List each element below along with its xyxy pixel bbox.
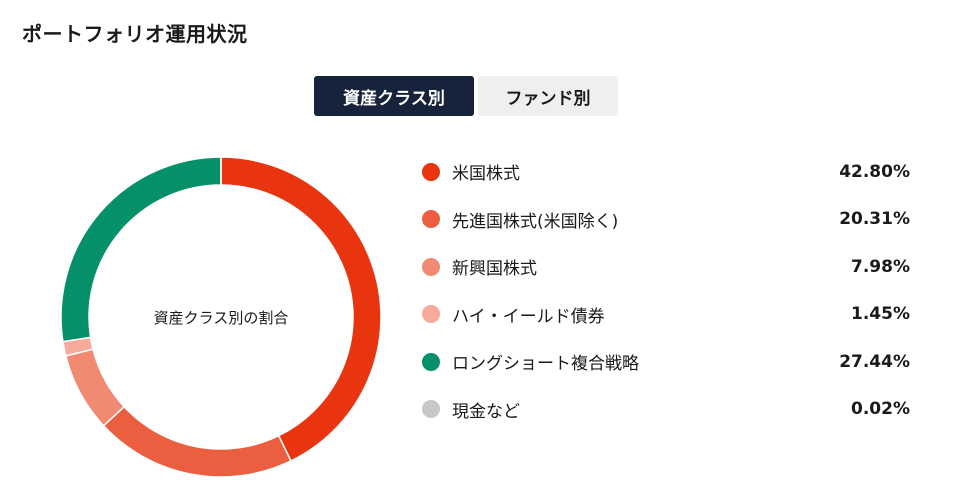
legend-label: 米国株式 [452,164,520,185]
donut-slice [64,348,126,427]
legend-label: 現金など [452,401,520,422]
legend-item: 新興国株式 7.98% [422,243,910,291]
legend-label: ハイ・イールド債券 [452,306,605,327]
legend-label: 先進国株式(米国除く) [452,211,619,232]
donut-slice [220,156,382,462]
legend-swatch [422,162,440,181]
legend-item: ロングショート複合戦略 27.44% [422,338,910,386]
donut-slice [102,405,292,478]
legend-item: 米国株式 42.80% [422,148,910,196]
legend-swatch [422,257,440,276]
legend-item: ハイ・イールド債券 1.45% [422,291,910,339]
legend-swatch [422,305,440,324]
legend-label: ロングショート複合戦略 [452,354,639,375]
legend-item: 現金など 0.02% [422,386,910,434]
legend-value: 42.80% [839,161,910,182]
legend-label: 新興国株式 [452,259,537,280]
legend-swatch [422,210,440,229]
donut-svg [60,156,382,478]
legend-swatch [422,352,440,371]
legend-value: 0.02% [851,399,910,420]
legend-swatch [422,400,440,419]
legend-value: 20.31% [839,209,910,230]
view-tabs: 資産クラス別 ファンド別 [314,76,618,116]
legend-value: 1.45% [851,304,910,325]
tab-asset-class[interactable]: 資産クラス別 [314,76,474,116]
legend-value: 27.44% [839,351,910,372]
chart-legend: 米国株式 42.80% 先進国株式(米国除く) 20.31% 新興国株式 7.9… [422,148,910,433]
legend-value: 7.98% [851,256,910,277]
page-title: ポートフォリオ運用状況 [22,22,248,46]
tab-fund[interactable]: ファンド別 [478,76,618,116]
legend-item: 先進国株式(米国除く) 20.31% [422,196,910,244]
donut-chart: 資産クラス別の割合 [60,156,382,478]
donut-slice [60,156,222,343]
